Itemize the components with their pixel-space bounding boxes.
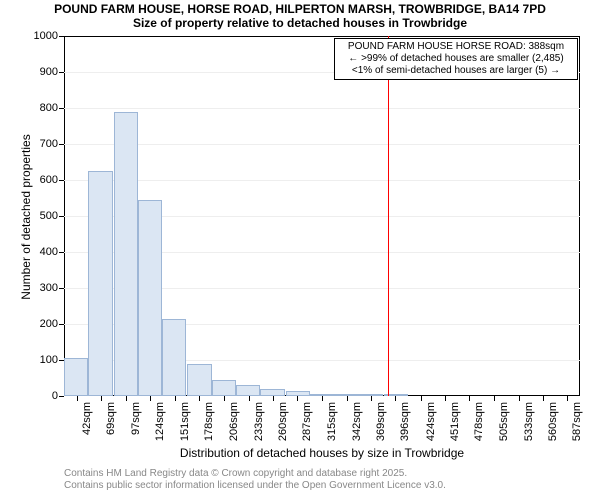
y-tick-label: 600 xyxy=(40,174,64,186)
histogram-bar xyxy=(64,358,88,396)
x-tick-mark xyxy=(199,396,200,401)
x-tick-mark xyxy=(347,396,348,401)
x-tick-label: 260sqm xyxy=(277,402,289,441)
y-tick-label: 400 xyxy=(40,246,64,258)
x-tick-mark xyxy=(224,396,225,401)
x-tick-mark xyxy=(469,396,470,401)
x-tick-mark xyxy=(371,396,372,401)
x-tick-mark xyxy=(101,396,102,401)
x-tick-mark xyxy=(175,396,176,401)
histogram-bar xyxy=(212,380,236,396)
x-axis-label: Distribution of detached houses by size … xyxy=(64,446,580,460)
x-tick-label: 287sqm xyxy=(301,402,313,441)
x-tick-label: 560sqm xyxy=(547,402,559,441)
x-tick-mark xyxy=(126,396,127,401)
histogram-bar xyxy=(236,385,260,396)
plot-area: 0100200300400500600700800900100042sqm69s… xyxy=(64,36,580,396)
y-axis-label: Number of detached properties xyxy=(19,117,33,317)
histogram-bar xyxy=(187,364,211,396)
chart-container: POUND FARM HOUSE, HORSE ROAD, HILPERTON … xyxy=(0,0,600,500)
annotation-line1: POUND FARM HOUSE HORSE ROAD: 388sqm xyxy=(339,41,573,53)
x-tick-mark xyxy=(273,396,274,401)
x-tick-label: 424sqm xyxy=(425,402,437,441)
x-tick-label: 124sqm xyxy=(154,402,166,441)
x-tick-label: 505sqm xyxy=(498,402,510,441)
annotation-line2: ← >99% of detached houses are smaller (2… xyxy=(339,53,573,65)
x-tick-mark xyxy=(494,396,495,401)
axis-top xyxy=(64,36,580,37)
x-tick-mark xyxy=(150,396,151,401)
y-tick-label: 1000 xyxy=(34,30,64,42)
x-tick-label: 151sqm xyxy=(179,402,191,441)
x-tick-label: 369sqm xyxy=(375,402,387,441)
chart-title: POUND FARM HOUSE, HORSE ROAD, HILPERTON … xyxy=(0,2,600,30)
x-tick-mark xyxy=(543,396,544,401)
x-tick-mark xyxy=(322,396,323,401)
marker-line xyxy=(388,36,389,396)
x-tick-mark xyxy=(297,396,298,401)
y-tick-label: 300 xyxy=(40,282,64,294)
annotation-line3: <1% of semi-detached houses are larger (… xyxy=(339,65,573,77)
x-tick-label: 178sqm xyxy=(203,402,215,441)
y-tick-label: 100 xyxy=(40,354,64,366)
x-tick-label: 478sqm xyxy=(473,402,485,441)
x-tick-mark xyxy=(421,396,422,401)
x-tick-label: 206sqm xyxy=(228,402,240,441)
x-tick-label: 533sqm xyxy=(523,402,535,441)
x-tick-label: 587sqm xyxy=(571,402,583,441)
x-tick-label: 233sqm xyxy=(253,402,265,441)
y-tick-label: 700 xyxy=(40,138,64,150)
footer-line2: Contains public sector information licen… xyxy=(64,480,446,492)
x-tick-mark xyxy=(395,396,396,401)
x-tick-mark xyxy=(77,396,78,401)
annotation-box: POUND FARM HOUSE HORSE ROAD: 388sqm← >99… xyxy=(334,38,578,80)
x-tick-mark xyxy=(567,396,568,401)
footer-text: Contains HM Land Registry data © Crown c… xyxy=(64,468,446,492)
y-tick-label: 800 xyxy=(40,102,64,114)
y-tick-label: 200 xyxy=(40,318,64,330)
x-tick-label: 451sqm xyxy=(449,402,461,441)
title-line2: Size of property relative to detached ho… xyxy=(0,16,600,30)
x-tick-label: 42sqm xyxy=(81,402,93,435)
histogram-bar xyxy=(260,389,284,396)
x-tick-label: 396sqm xyxy=(399,402,411,441)
x-tick-mark xyxy=(519,396,520,401)
x-tick-label: 69sqm xyxy=(105,402,117,435)
x-tick-label: 342sqm xyxy=(351,402,363,441)
y-tick-label: 900 xyxy=(40,66,64,78)
x-tick-label: 97sqm xyxy=(130,402,142,435)
histogram-bar xyxy=(138,200,162,396)
title-line1: POUND FARM HOUSE, HORSE ROAD, HILPERTON … xyxy=(0,2,600,16)
gridline-h xyxy=(64,180,580,181)
gridline-h xyxy=(64,108,580,109)
x-tick-mark xyxy=(249,396,250,401)
y-tick-label: 500 xyxy=(40,210,64,222)
gridline-h xyxy=(64,144,580,145)
y-tick-label: 0 xyxy=(52,390,64,402)
footer-line1: Contains HM Land Registry data © Crown c… xyxy=(64,468,446,480)
histogram-bar xyxy=(162,319,186,396)
x-tick-label: 315sqm xyxy=(326,402,338,441)
x-tick-mark xyxy=(445,396,446,401)
histogram-bar xyxy=(114,112,138,396)
histogram-bar xyxy=(88,171,112,396)
